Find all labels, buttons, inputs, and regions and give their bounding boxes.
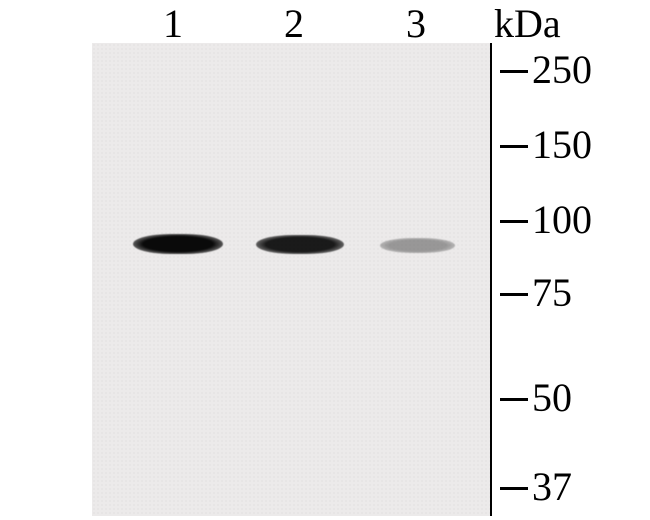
mw-tick [500,70,528,73]
mw-tick [500,487,528,490]
mw-tick [500,220,528,223]
western-blot-figure: 1 2 3 kDa 250 150 100 75 50 37 [0,0,650,520]
mw-label-100: 100 [532,196,592,243]
mw-label-250: 250 [532,46,592,93]
band-lane1 [133,234,223,254]
lane-label-1: 1 [163,0,183,47]
mw-label-75: 75 [532,269,572,316]
band-lane3 [380,238,455,253]
lane-label-3: 3 [406,0,426,47]
unit-label: kDa [494,0,561,47]
mw-label-150: 150 [532,121,592,168]
membrane-texture [92,43,492,516]
lane-label-2: 2 [284,0,304,47]
mw-label-37: 37 [532,463,572,510]
mw-label-50: 50 [532,374,572,421]
band-lane2 [256,235,344,254]
mw-tick [500,398,528,401]
mw-tick [500,145,528,148]
mw-tick [500,293,528,296]
